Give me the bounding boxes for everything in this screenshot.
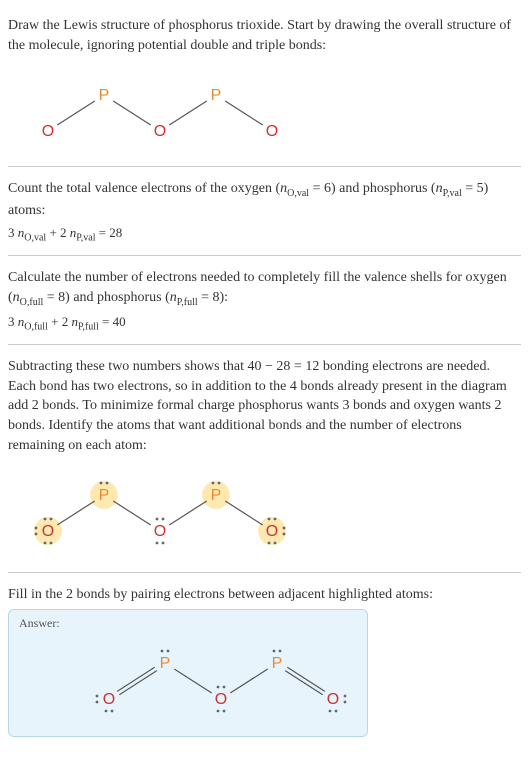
var: n <box>170 290 177 305</box>
diagram-final: O P O P O <box>19 633 357 726</box>
valence-text: Count the total valence electrons of the… <box>8 179 521 220</box>
svg-text:O: O <box>42 123 54 140</box>
text: = 8) and phosphorus ( <box>43 290 170 305</box>
section-intro: Draw the Lewis structure of phosphorus t… <box>8 8 521 162</box>
divider <box>8 166 521 167</box>
fullshell-text: Calculate the number of electrons needed… <box>8 268 521 309</box>
svg-text:O: O <box>327 691 339 708</box>
subscript: P,val <box>443 188 462 199</box>
subscript: O,full <box>20 297 44 308</box>
intro-text: Draw the Lewis structure of phosphorus t… <box>8 16 521 55</box>
text: = 28 <box>95 225 122 240</box>
svg-text:O: O <box>103 691 115 708</box>
svg-text:P: P <box>160 655 171 672</box>
text: + 2 <box>46 225 70 240</box>
divider <box>8 255 521 256</box>
text: = 40 <box>99 314 126 329</box>
var: n <box>13 290 20 305</box>
subscript: P,val <box>76 232 95 243</box>
svg-text:P: P <box>99 487 110 504</box>
subscript: P,full <box>177 297 198 308</box>
diagram-highlighted: O P O P O <box>8 459 521 560</box>
subscript: P,full <box>78 321 99 332</box>
svg-text:O: O <box>266 123 278 140</box>
svg-text:O: O <box>215 691 227 708</box>
text: Count the total valence electrons of the… <box>8 181 280 196</box>
svg-text:P: P <box>272 655 283 672</box>
var: n <box>436 181 443 196</box>
section-count-valence: Count the total valence electrons of the… <box>8 171 521 251</box>
valence-formula: 3 nO,val + 2 nP,val = 28 <box>8 225 521 244</box>
divider <box>8 572 521 573</box>
divider <box>8 344 521 345</box>
fullshell-formula: 3 nO,full + 2 nP,full = 40 <box>8 314 521 333</box>
text: + 2 <box>48 314 72 329</box>
section-fill-bonds: Fill in the 2 bonds by pairing electrons… <box>8 577 521 745</box>
answer-label: Answer: <box>19 616 357 631</box>
fill-text: Fill in the 2 bonds by pairing electrons… <box>8 585 521 605</box>
text: 3 <box>8 314 18 329</box>
text: = 6) and phosphorus ( <box>309 181 436 196</box>
svg-text:O: O <box>266 523 278 540</box>
text: = 8): <box>198 290 228 305</box>
svg-text:P: P <box>211 487 222 504</box>
svg-text:O: O <box>154 523 166 540</box>
svg-text:O: O <box>42 523 54 540</box>
answer-box: Answer: O P O P O <box>8 609 368 737</box>
text: 3 <box>8 225 18 240</box>
subscript: O,val <box>24 232 46 243</box>
svg-text:P: P <box>99 87 110 104</box>
diagram-skeleton: O P O P O <box>8 59 521 154</box>
section-full-shell: Calculate the number of electrons needed… <box>8 260 521 340</box>
subscript: O,val <box>287 188 309 199</box>
subscript: O,full <box>24 321 48 332</box>
svg-text:P: P <box>211 87 222 104</box>
identify-text: Subtracting these two numbers shows that… <box>8 357 521 455</box>
svg-text:O: O <box>154 123 166 140</box>
section-identify-bonds: Subtracting these two numbers shows that… <box>8 349 521 568</box>
